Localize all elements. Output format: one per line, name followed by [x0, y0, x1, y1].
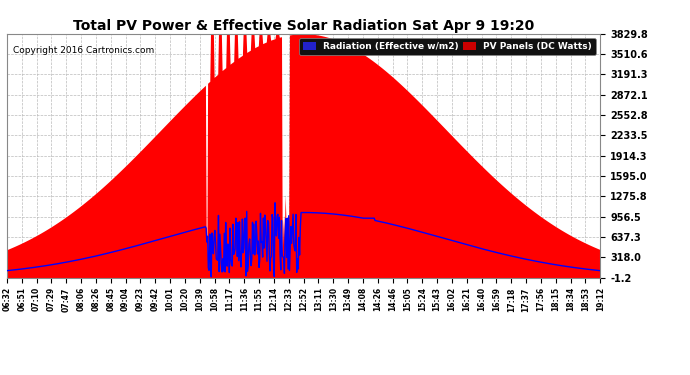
- Text: Copyright 2016 Cartronics.com: Copyright 2016 Cartronics.com: [13, 46, 154, 55]
- Title: Total PV Power & Effective Solar Radiation Sat Apr 9 19:20: Total PV Power & Effective Solar Radiati…: [73, 19, 534, 33]
- Legend: Radiation (Effective w/m2), PV Panels (DC Watts): Radiation (Effective w/m2), PV Panels (D…: [299, 38, 595, 55]
